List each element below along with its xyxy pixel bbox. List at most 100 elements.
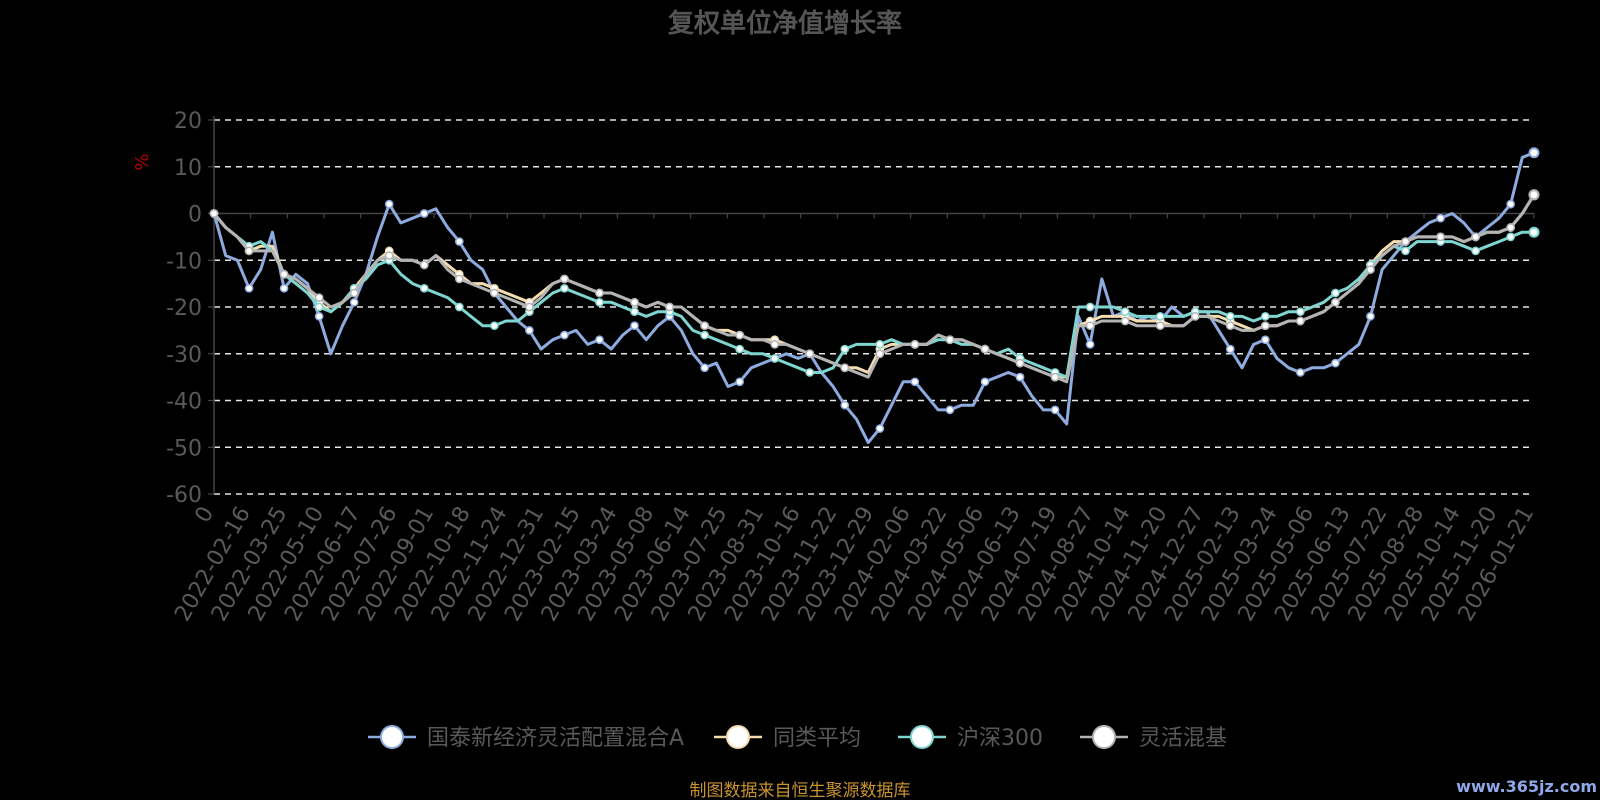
y-tick-label: -50 (166, 436, 202, 461)
series-line (212, 194, 1536, 379)
data-point (349, 297, 359, 307)
y-tick-label: 0 (188, 203, 202, 228)
data-point (454, 274, 464, 284)
data-point (665, 302, 674, 312)
data-point (1471, 232, 1480, 242)
legend-item[interactable]: 同类平均 (714, 725, 861, 751)
data-point (279, 283, 289, 293)
data-point (1225, 344, 1235, 354)
series-lines (209, 147, 1540, 445)
data-point (910, 340, 920, 349)
data-point (875, 424, 885, 433)
data-point (279, 269, 289, 279)
legend-item[interactable]: 国泰新经济灵活配置混合A (368, 725, 684, 751)
data-point (700, 363, 709, 373)
data-point (945, 335, 955, 345)
data-point (490, 321, 499, 331)
data-point (244, 283, 254, 293)
data-point (1225, 312, 1235, 321)
data-point (244, 246, 254, 256)
data-point (419, 209, 429, 218)
data-point (1366, 265, 1375, 274)
data-point (1050, 405, 1060, 415)
data-point (875, 349, 885, 359)
data-point (560, 330, 569, 340)
data-point (314, 293, 324, 302)
legend-label: 同类平均 (773, 726, 861, 751)
legend-label: 灵活混基 (1139, 726, 1227, 751)
data-point (1155, 321, 1165, 331)
data-point (735, 330, 745, 340)
data-point (1436, 213, 1445, 223)
y-axis: 20 10 0 -10 -20 -30 -40 -50 -60 (166, 109, 215, 508)
data-point (840, 344, 850, 354)
series-0 (209, 147, 1540, 445)
data-point (384, 199, 394, 209)
data-point (805, 349, 815, 359)
data-point (945, 405, 955, 415)
data-point (1506, 199, 1515, 209)
y-axis-unit: % (132, 153, 153, 170)
data-point (595, 335, 604, 345)
data-point (770, 340, 780, 349)
legend-marker (910, 725, 934, 749)
legend-item[interactable]: 沪深300 (898, 725, 1043, 751)
data-point (1120, 307, 1130, 317)
series-line (212, 194, 1536, 384)
data-point (384, 251, 394, 260)
legend[interactable]: 国泰新经济灵活配置混合A 同类平均 沪深300 灵活混基 (368, 725, 1227, 751)
data-point (1331, 358, 1340, 368)
data-point (349, 288, 359, 298)
data-point (630, 321, 639, 331)
legend-label: 国泰新经济灵活配置混合A (427, 726, 684, 751)
data-point (1260, 321, 1270, 331)
data-point (419, 260, 429, 270)
data-point (1260, 335, 1270, 345)
data-point (1015, 372, 1025, 382)
x-axis: 02022-02-162022-03-252022-05-102022-06-1… (170, 213, 1539, 626)
legend-label: 沪深300 (957, 726, 1043, 751)
data-point (525, 302, 534, 312)
series-2 (209, 209, 1540, 379)
data-point (1528, 226, 1540, 238)
data-point (630, 297, 639, 307)
data-point (1506, 232, 1515, 242)
data-point (1120, 316, 1130, 326)
data-point (490, 288, 499, 298)
data-point (910, 377, 920, 387)
data-point (735, 377, 745, 387)
data-source-note: 制图数据来自恒生聚源数据库 (690, 781, 911, 800)
y-tick-label: -40 (166, 390, 202, 415)
series-line (212, 151, 1535, 445)
data-point (454, 237, 464, 246)
data-point (980, 344, 990, 354)
data-point (1436, 232, 1445, 242)
data-point (770, 354, 780, 363)
data-point (1528, 189, 1540, 201)
data-point (805, 368, 815, 377)
y-tick-label: -30 (166, 343, 202, 368)
data-point (1225, 321, 1235, 331)
data-point (1085, 321, 1095, 331)
watermark: www.365jz.com (1456, 777, 1597, 796)
data-point (630, 307, 639, 317)
data-point (875, 340, 885, 349)
legend-item[interactable]: 灵活混基 (1080, 725, 1227, 751)
data-point (1190, 312, 1200, 321)
data-point (1331, 288, 1340, 298)
data-point (560, 274, 569, 284)
y-tick-label: -10 (166, 249, 202, 274)
data-point (1085, 302, 1095, 312)
data-point (1260, 312, 1270, 321)
data-point (700, 330, 709, 340)
data-point (1506, 223, 1515, 232)
data-point (314, 312, 324, 321)
data-point (700, 321, 709, 331)
data-point (1528, 147, 1540, 159)
data-point (840, 400, 850, 410)
data-point (560, 283, 569, 293)
data-point (1155, 312, 1165, 321)
legend-marker (1092, 725, 1116, 749)
data-point (1296, 307, 1305, 317)
